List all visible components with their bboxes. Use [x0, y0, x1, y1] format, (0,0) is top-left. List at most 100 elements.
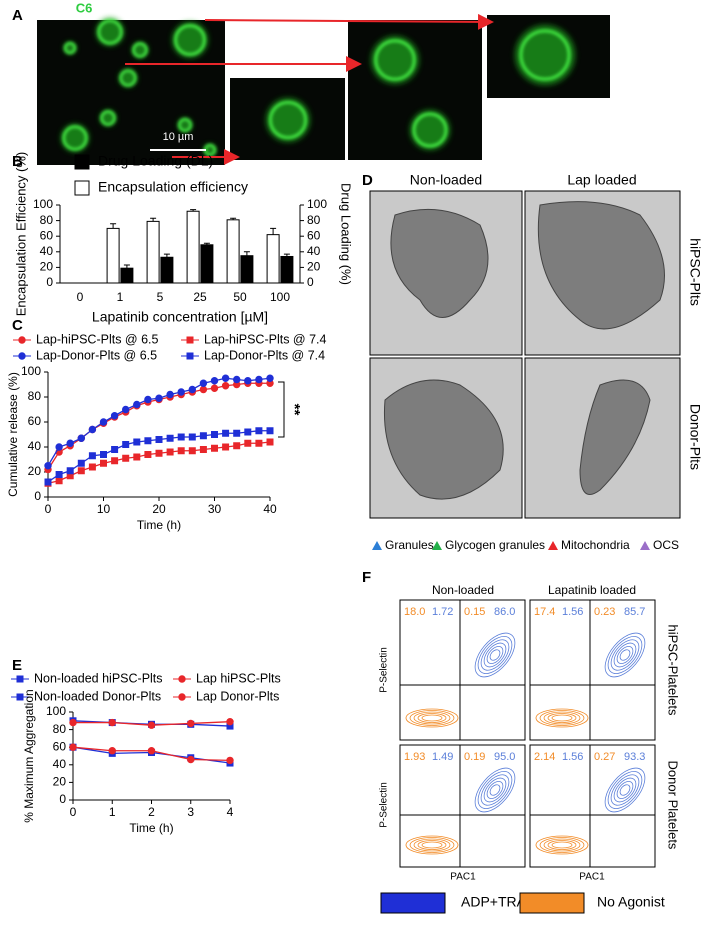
marker [177, 433, 185, 441]
quadrant-value: 1.93 [404, 751, 425, 763]
orange-contour [409, 837, 455, 853]
x-tick-label: 1 [109, 805, 116, 819]
y-tick-label: 100 [21, 364, 41, 378]
marker [155, 436, 163, 443]
legend-marker [18, 352, 26, 360]
y-tick-label: 80 [40, 213, 54, 227]
y-tick-label: 0 [46, 275, 53, 289]
x-tick-label: 4 [227, 805, 234, 819]
y-tick-label: 100 [33, 197, 53, 211]
marker [226, 722, 234, 730]
y-tick-label: 20 [40, 260, 54, 274]
panel-label: B [12, 153, 23, 170]
marker [187, 719, 195, 728]
cell-ring [412, 112, 448, 148]
orange-contour [417, 713, 447, 723]
legend-marker [178, 693, 186, 701]
legend-label: Lap-hiPSC-Plts @ 6.5 [36, 332, 159, 346]
y-tick-label: 20 [307, 260, 321, 274]
x-axis-label: Lapatinib concentration [µM] [92, 309, 268, 325]
marker [69, 718, 77, 727]
marker [69, 743, 77, 751]
quadrant-value: 18.0 [404, 606, 425, 618]
blue-contour [489, 784, 501, 796]
legend-label: OCS [653, 538, 679, 552]
column-title: Non-loaded [432, 583, 494, 597]
bar [280, 255, 294, 284]
legend-marker [16, 693, 24, 701]
legend-swatch [74, 180, 90, 196]
blue-contour [483, 777, 507, 803]
x-axis-label: Time (h) [137, 518, 181, 532]
quadrant-value: 0.27 [594, 751, 615, 763]
y-axis-label: Drug Loading (%) [339, 183, 354, 285]
orange-contour [535, 835, 589, 855]
x-tick-label: 30 [208, 502, 222, 516]
marker [144, 437, 152, 445]
legend-label: Non-loaded Donor-Plts [34, 689, 161, 703]
cell-ring [178, 118, 192, 132]
marker [133, 400, 141, 409]
column-title: Lap loaded [567, 172, 636, 188]
marker [177, 388, 185, 396]
arrow [204, 13, 494, 30]
cell-glow [61, 124, 89, 152]
legend-label: No Agonist [597, 894, 665, 910]
error-bar [230, 217, 237, 220]
platelet [537, 201, 665, 330]
marker [188, 433, 196, 441]
legend-label: Encapsulation efficiency [98, 179, 248, 195]
x-tick-label: 100 [270, 290, 290, 304]
marker [144, 451, 152, 458]
y-tick-label: 40 [53, 757, 67, 771]
marker [233, 429, 241, 437]
blue-contour [486, 781, 504, 799]
cell-ring [269, 101, 307, 139]
marker [147, 721, 156, 729]
cell-ring [100, 110, 116, 126]
legend-marker [186, 336, 194, 344]
marker [111, 457, 119, 465]
y-tick-label: 100 [46, 704, 66, 718]
marker [77, 434, 86, 442]
orange-contour [417, 840, 447, 850]
marker [66, 439, 74, 447]
marker [166, 390, 174, 399]
cell-glow [96, 18, 124, 46]
bar [200, 244, 214, 284]
cell-ring [97, 19, 123, 45]
cell-ring [62, 125, 88, 151]
marker [100, 451, 107, 458]
marker [266, 374, 274, 382]
marker [188, 385, 196, 394]
row-title: hiPSC-Plts [687, 238, 703, 306]
marker [226, 717, 234, 726]
marker [108, 747, 116, 755]
blue-contour [480, 639, 510, 671]
marker [266, 427, 274, 435]
significance-bracket [278, 381, 285, 438]
x-tick-label: 2 [148, 805, 155, 819]
orange-contour [413, 711, 451, 725]
cell-ring [519, 29, 571, 81]
orange-contour [551, 714, 573, 722]
marker [255, 427, 263, 435]
quadrant-value: 85.7 [624, 606, 645, 618]
orange-contour [421, 841, 443, 849]
orange-contour [551, 841, 573, 849]
axis-label: P-Selectin [379, 647, 390, 693]
axis-label: PAC1 [450, 872, 476, 883]
marker [155, 394, 163, 402]
error-bar [123, 264, 130, 269]
marker [88, 425, 97, 434]
marker [210, 384, 219, 392]
orange-contour [543, 838, 581, 852]
y-tick-label: 60 [307, 228, 321, 242]
bar [240, 255, 254, 284]
orange-contour [405, 835, 459, 855]
legend-label: Lap hiPSC-Plts [196, 671, 281, 685]
marker [122, 441, 130, 448]
y-tick-label: 0 [34, 489, 41, 503]
error-bar [270, 227, 277, 235]
marker [211, 444, 218, 452]
